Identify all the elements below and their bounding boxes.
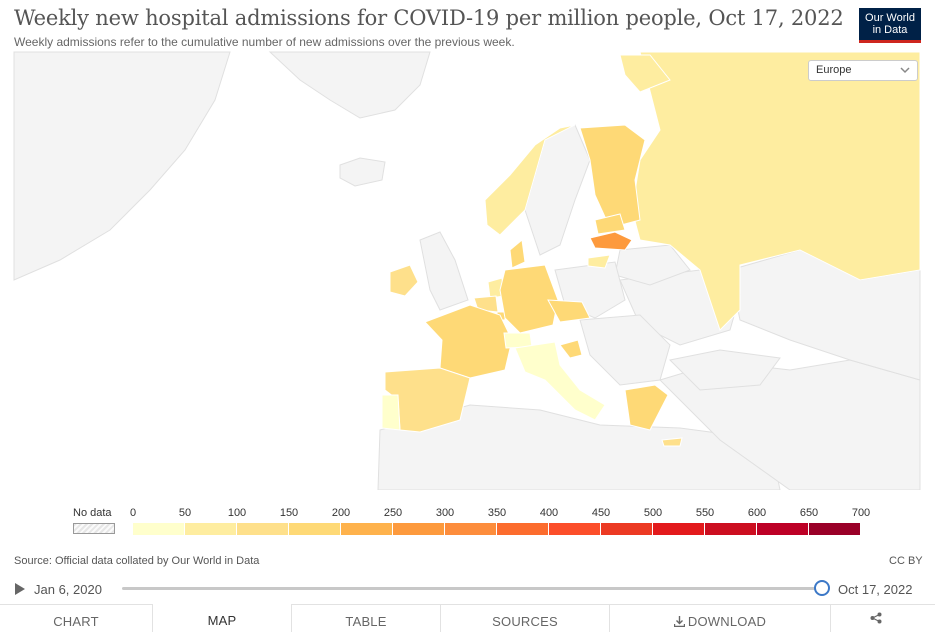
legend-tick-label: 350: [487, 507, 507, 519]
north-america-shape: [13, 51, 231, 281]
legend-tick-label: 400: [539, 507, 559, 519]
legend-color-bin[interactable]: [497, 523, 549, 535]
chevron-down-icon: [900, 67, 910, 74]
legend-color-bin[interactable]: [393, 523, 445, 535]
tab-table[interactable]: TABLE: [345, 614, 387, 629]
license-link[interactable]: CC BY: [889, 555, 923, 567]
legend-no-data-label: No data: [73, 507, 112, 519]
tab-bar: CHART MAP TABLE SOURCES DOWNLOAD: [0, 604, 935, 632]
cyprus-region[interactable]: [661, 437, 683, 447]
croatia-region[interactable]: [559, 339, 583, 359]
timeline-track[interactable]: [122, 587, 822, 590]
logo-line-2: in Data: [872, 24, 908, 36]
share-icon[interactable]: [870, 612, 882, 624]
tab-divider: [830, 605, 831, 632]
africa-shape: [377, 404, 781, 490]
portugal-region[interactable]: [381, 394, 401, 431]
source-note[interactable]: Source: Official data collated by Our Wo…: [14, 555, 260, 567]
tab-sources[interactable]: SOURCES: [492, 614, 558, 629]
iceland-shape: [339, 157, 386, 187]
legend-color-bin[interactable]: [237, 523, 289, 535]
greenland-shape: [268, 51, 431, 119]
estonia-region[interactable]: [594, 213, 626, 235]
tab-map[interactable]: MAP: [152, 604, 292, 632]
denmark-region[interactable]: [509, 239, 526, 269]
germany-region[interactable]: [499, 264, 559, 334]
timeline-end-date[interactable]: Oct 17, 2022: [838, 582, 913, 597]
logo-line-1: Our World: [865, 12, 915, 24]
region-dropdown-value: Europe: [816, 64, 852, 76]
legend-tick-label: 450: [591, 507, 611, 519]
legend-color-bin[interactable]: [653, 523, 705, 535]
legend-tick-label: 200: [331, 507, 351, 519]
legend-color-bin[interactable]: [705, 523, 757, 535]
legend-tick-label: 150: [279, 507, 299, 519]
legend-color-bin[interactable]: [341, 523, 393, 535]
region-dropdown[interactable]: Europe: [808, 60, 918, 81]
tab-divider: [609, 605, 610, 632]
timeline-start-date[interactable]: Jan 6, 2020: [34, 582, 102, 597]
legend-color-bin[interactable]: [445, 523, 497, 535]
legend-color-bin[interactable]: [601, 523, 653, 535]
russia-region[interactable]: [631, 51, 921, 331]
latvia-region[interactable]: [589, 231, 633, 251]
legend-color-bin[interactable]: [757, 523, 809, 535]
legend-tick-label: 100: [227, 507, 247, 519]
play-icon[interactable]: [14, 583, 26, 595]
uk-shape: [419, 231, 469, 311]
legend-tick-label: 500: [643, 507, 663, 519]
legend-tick-label: 550: [695, 507, 715, 519]
legend-tick-label: 300: [435, 507, 455, 519]
chart-title: Weekly new hospital admissions for COVID…: [14, 6, 844, 30]
legend-no-data-swatch[interactable]: [73, 523, 115, 534]
svalbard-region[interactable]: [619, 54, 671, 93]
turkey-shape: [668, 349, 781, 391]
france-region[interactable]: [424, 304, 513, 379]
sweden-shape: [524, 124, 591, 256]
legend-tick-label: 600: [747, 507, 767, 519]
tab-download[interactable]: DOWNLOAD: [610, 605, 830, 632]
legend-tick-label: 700: [851, 507, 871, 519]
chart-subtitle: Weekly admissions refer to the cumulativ…: [14, 35, 515, 49]
color-legend: No data 0 50 100 150 200 250 300 350 400 450 500 55…: [0, 503, 935, 535]
owid-logo[interactable]: Our World in Data: [859, 8, 921, 43]
legend-color-bin[interactable]: [549, 523, 601, 535]
spain-region[interactable]: [384, 367, 471, 433]
download-icon: [673, 616, 685, 627]
norway-region[interactable]: [484, 124, 576, 236]
legend-color-bin[interactable]: [185, 523, 237, 535]
tab-chart[interactable]: CHART: [53, 614, 99, 629]
greece-region[interactable]: [624, 384, 669, 431]
tab-download-label: DOWNLOAD: [687, 614, 767, 629]
italy-region[interactable]: [514, 341, 606, 421]
balkans-shape: [579, 314, 671, 386]
legend-color-bin[interactable]: [809, 523, 861, 535]
europe-map[interactable]: [0, 50, 935, 490]
legend-tick-label: 650: [799, 507, 819, 519]
legend-tick-label: 50: [178, 507, 192, 519]
legend-color-bin[interactable]: [289, 523, 341, 535]
finland-region[interactable]: [579, 124, 646, 229]
tab-divider: [440, 605, 441, 632]
legend-color-bin[interactable]: [133, 523, 185, 535]
lithuania-region[interactable]: [587, 254, 611, 269]
legend-tick-label: 0: [129, 507, 137, 519]
legend-tick-label: 250: [383, 507, 403, 519]
ireland-region[interactable]: [389, 264, 419, 297]
timeline-handle[interactable]: [814, 580, 830, 596]
timeline: Jan 6, 2020 Oct 17, 2022: [0, 578, 935, 600]
czechia-region[interactable]: [547, 299, 591, 323]
